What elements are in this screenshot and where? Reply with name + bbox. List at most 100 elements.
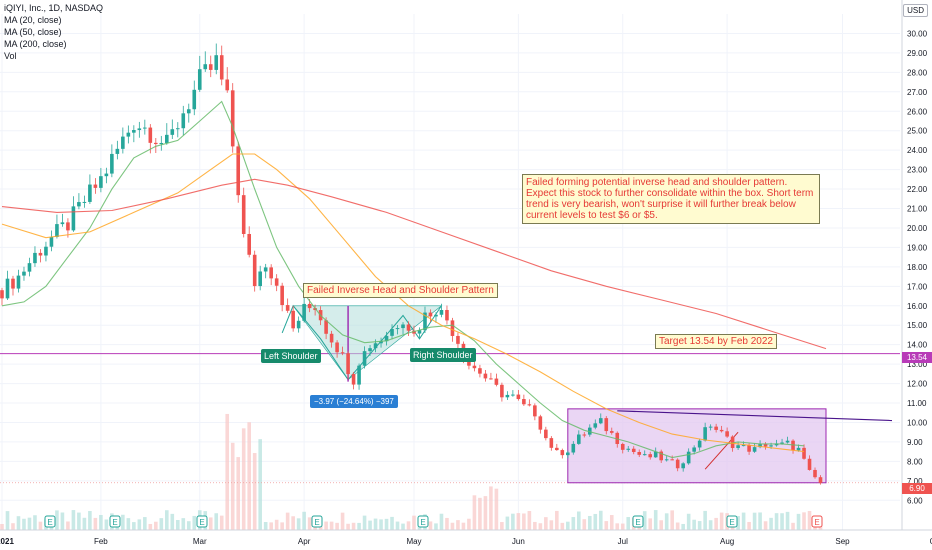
candle-body	[818, 477, 823, 483]
volume-bar	[241, 428, 246, 530]
candle-body	[368, 348, 372, 352]
volume-bar	[208, 517, 213, 530]
candle-body	[428, 312, 433, 317]
candle-body	[560, 450, 565, 456]
volume-bar	[648, 518, 653, 530]
candle-body	[241, 195, 246, 234]
candle-body	[66, 222, 70, 231]
earnings-marker-label: E	[420, 518, 425, 527]
candle-body	[11, 278, 15, 289]
candle-body	[5, 278, 10, 299]
chart-grid	[0, 14, 900, 530]
volume-bar	[791, 522, 795, 530]
candle-body	[159, 142, 164, 145]
candle-body	[291, 310, 295, 329]
volume-bar	[807, 510, 812, 530]
candle-body	[478, 368, 482, 374]
volume-bar	[258, 439, 262, 530]
candle-body	[181, 113, 186, 129]
candle-body	[357, 365, 361, 385]
volume-bar	[214, 513, 219, 530]
volume-bar	[478, 497, 482, 530]
volume-bar	[55, 510, 59, 530]
legend-ma20: MA (20, close)	[4, 15, 62, 25]
x-tick-label: 2021	[0, 537, 14, 546]
candle-body	[27, 263, 32, 272]
volume-bar	[38, 521, 43, 530]
volume-bar	[252, 453, 257, 530]
candle-body	[472, 365, 477, 369]
volume-bar	[587, 515, 592, 530]
volume-bar	[225, 413, 230, 530]
volume-bar	[66, 521, 70, 530]
volume-bar	[401, 523, 405, 530]
volume-bar	[736, 516, 740, 530]
volume-bar	[93, 517, 98, 530]
volume-bar	[247, 422, 251, 530]
chart-legend: iQIYI, Inc., 1D, NASDAQ MA (20, close) M…	[4, 2, 103, 62]
candle-body	[566, 452, 570, 456]
candle-body	[615, 432, 620, 444]
candle-body	[329, 333, 334, 343]
candle-body	[126, 132, 131, 137]
volume-bar	[406, 521, 411, 530]
earnings-marker	[811, 515, 823, 528]
volume-bar	[714, 517, 718, 530]
target-label: Target 13.54 by Feb 2022	[655, 334, 777, 349]
candle-body	[730, 436, 735, 449]
volume-bar	[165, 510, 169, 530]
volume-bar	[346, 523, 350, 530]
candle-body	[648, 454, 653, 458]
candle-body	[302, 303, 306, 321]
x-tick-label: Feb	[94, 537, 108, 546]
candle-body	[60, 222, 65, 225]
volume-bar	[582, 519, 587, 530]
candle-body	[637, 452, 642, 455]
y-tick-label: 11.00	[907, 399, 927, 408]
volume-bar	[274, 519, 279, 530]
volume-bar	[670, 510, 674, 530]
candle-body	[258, 271, 262, 287]
x-tick-label: Aug	[720, 537, 734, 546]
volume-bar	[571, 517, 576, 530]
currency-button[interactable]: USD	[903, 4, 928, 17]
candle-body	[379, 341, 383, 344]
volume-bar	[516, 513, 521, 530]
y-tick-label: 17.00	[907, 282, 928, 291]
volume-bar	[170, 513, 175, 530]
candle-body	[604, 418, 609, 432]
candle-body	[653, 451, 658, 458]
earnings-marker-label: E	[112, 518, 117, 527]
candle-body	[280, 285, 284, 306]
volume-bar	[434, 523, 438, 530]
candle-body	[587, 427, 592, 435]
candle-body	[16, 275, 21, 289]
candle-body	[785, 440, 790, 443]
earnings-marker	[311, 515, 323, 528]
volume-bar	[143, 517, 147, 530]
earnings-marker	[417, 515, 429, 528]
volume-bar	[351, 522, 356, 530]
candle-body	[93, 184, 98, 188]
candle-body	[230, 90, 235, 147]
volume-bar	[104, 519, 109, 530]
candle-body	[88, 184, 92, 202]
y-tick-label: 14.00	[907, 341, 928, 350]
volume-bar	[291, 516, 295, 530]
y-tick-label: 25.00	[907, 127, 928, 136]
y-tick-label: 29.00	[907, 49, 928, 58]
volume-bar	[489, 486, 493, 530]
candle-body	[807, 458, 812, 470]
candle-body	[77, 202, 81, 207]
candle-body	[99, 176, 103, 188]
x-tick-label: Apr	[298, 537, 311, 546]
candle-body	[456, 335, 460, 344]
candle-body	[175, 128, 180, 130]
earnings-marker	[632, 515, 644, 528]
candle-body	[626, 448, 631, 450]
earnings-marker-label: E	[729, 518, 734, 527]
candle-body	[434, 314, 438, 317]
candle-body	[489, 378, 493, 380]
y-tick-label: 8.00	[907, 457, 923, 466]
